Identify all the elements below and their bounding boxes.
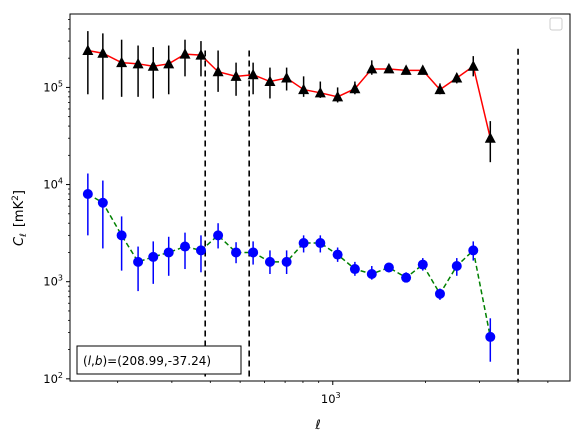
data-point <box>349 264 360 275</box>
data-point <box>383 62 395 74</box>
data-point <box>132 57 144 69</box>
data-point <box>366 62 378 74</box>
data-point <box>133 256 144 267</box>
x-tick-label: 103 <box>321 391 341 406</box>
data-point <box>147 60 159 71</box>
data-point <box>230 70 242 81</box>
y-axis-label-subscript: ℓ <box>19 233 29 238</box>
data-series <box>82 31 496 362</box>
y-axis-label-unit: [mK <box>12 200 27 227</box>
data-point <box>97 47 109 58</box>
y-axis-label: Cℓ [mK2] <box>11 190 29 246</box>
data-point <box>148 251 159 262</box>
data-point <box>400 64 412 75</box>
data-point <box>195 245 206 256</box>
data-point <box>179 48 191 59</box>
series-triangle-red <box>82 31 496 163</box>
y-tick-label: 102 <box>43 371 63 386</box>
data-point <box>434 288 445 299</box>
data-point <box>468 245 479 256</box>
data-point <box>332 249 343 260</box>
y-axis-label-symbol: C <box>12 236 27 246</box>
data-point <box>451 72 463 83</box>
annotation-text: (l,b)=(208.99,-37.24) <box>83 354 211 368</box>
data-point <box>248 247 259 258</box>
y-tick-label: 104 <box>43 177 63 192</box>
data-point <box>434 83 446 95</box>
annotation-box <box>76 345 242 375</box>
data-point <box>116 230 127 241</box>
legend <box>549 17 563 31</box>
data-point <box>247 68 259 80</box>
data-point <box>163 57 175 69</box>
data-point <box>116 56 128 68</box>
data-point <box>332 90 344 102</box>
data-point <box>417 259 428 270</box>
data-point <box>467 60 479 71</box>
data-point <box>401 272 412 283</box>
data-point <box>97 197 108 208</box>
y-tick-label: 105 <box>43 79 63 94</box>
axis-labels: ℓ Cℓ [mK2] <box>11 190 321 433</box>
data-point <box>281 72 293 83</box>
coordinate-annotation: (l,b)=(208.99,-37.24) <box>76 345 242 375</box>
legend-box <box>549 17 563 31</box>
data-point <box>212 65 224 77</box>
y-tick-label: 103 <box>43 274 63 289</box>
data-point <box>315 238 326 249</box>
data-point <box>485 331 496 342</box>
data-point <box>264 256 275 267</box>
data-point <box>82 44 94 55</box>
data-point <box>231 247 242 258</box>
data-point <box>349 82 361 94</box>
data-point <box>195 49 207 60</box>
y-axis-label-unit-sup: 2 <box>11 195 21 201</box>
axes-frame <box>69 13 571 382</box>
data-point <box>180 241 191 252</box>
data-point <box>417 64 429 75</box>
data-point <box>264 75 276 87</box>
data-point <box>366 269 377 280</box>
vertical-reference-lines <box>204 48 519 381</box>
data-point <box>163 247 174 258</box>
axes: 102 103 104 105 103 <box>43 13 571 406</box>
x-axis-label: ℓ <box>314 418 320 433</box>
data-point <box>298 83 310 95</box>
data-point <box>451 261 462 272</box>
series-circle-green <box>82 173 496 362</box>
y-axis-label-unit-close: ] <box>12 190 27 195</box>
data-point <box>314 86 326 98</box>
plot-background <box>70 14 570 381</box>
data-point <box>383 262 394 273</box>
plot-area <box>70 14 570 381</box>
data-point <box>213 230 224 241</box>
data-point <box>281 256 292 267</box>
data-point <box>484 132 496 143</box>
data-point <box>298 238 309 249</box>
data-point <box>82 188 93 199</box>
